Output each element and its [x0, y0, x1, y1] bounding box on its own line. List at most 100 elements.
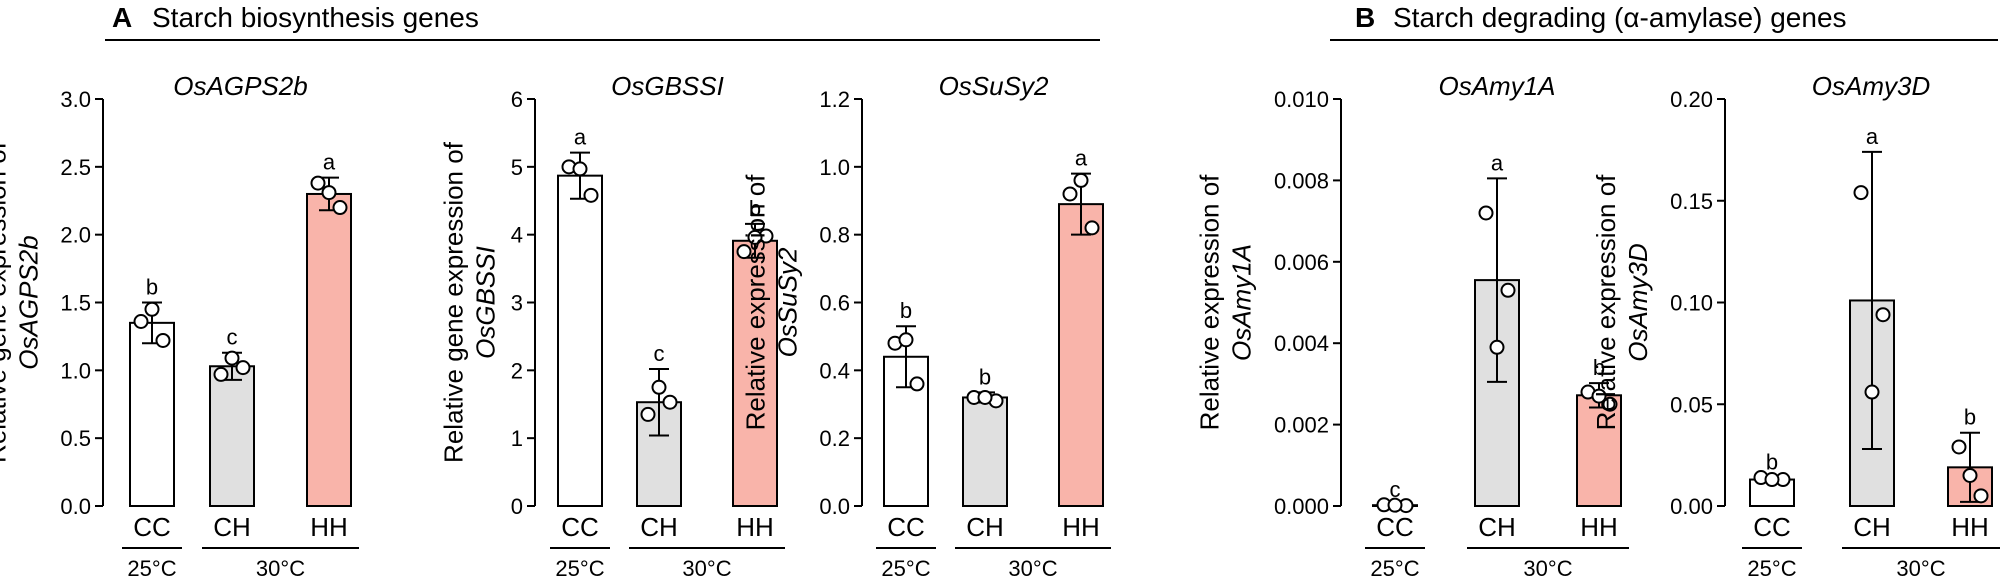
significance-letter: a	[574, 125, 587, 150]
chart-osamy1a: OsAmy1A 0.000 0.002 0.004 0.006 0.008 0.010 Rel…	[1195, 71, 1629, 581]
significance-letter: b	[979, 364, 991, 389]
y-tick-label: 3	[511, 291, 523, 316]
category-label-hh: HH	[310, 512, 348, 542]
y-tick-label: 0.8	[819, 223, 850, 248]
y-tick-label: 1.2	[819, 87, 850, 112]
data-point	[1864, 384, 1880, 400]
y-tick-label: 0.15	[1670, 189, 1713, 214]
group-label-25: 25°C	[127, 556, 176, 581]
section-b-title: Starch degrading (α-amylase) genes	[1393, 2, 1847, 33]
y-tick-label: 0.2	[819, 426, 850, 451]
y-tick-label: 3.0	[60, 87, 91, 112]
y-tick-label: 1	[511, 426, 523, 451]
data-point	[1591, 388, 1607, 404]
section-b-letter: B	[1355, 2, 1375, 33]
bar-hh	[732, 239, 778, 507]
category-label-cc: CC	[1376, 512, 1414, 542]
y-axis-label: Relative gene expression of	[0, 141, 12, 463]
significance-letter: a	[1491, 150, 1504, 175]
y-tick-label: 0.004	[1274, 331, 1329, 356]
y-axis-label-gene: OsGBSSI	[471, 246, 501, 359]
data-point	[1853, 185, 1869, 201]
data-point	[898, 332, 914, 348]
significance-letter: a	[1075, 146, 1088, 171]
section-a-header: A Starch biosynthesis genes	[105, 2, 1100, 41]
significance-letter: b	[1766, 450, 1778, 475]
data-point	[640, 406, 656, 422]
data-point	[977, 389, 993, 405]
group-label-25: 25°C	[555, 556, 604, 581]
data-point	[1073, 172, 1089, 188]
group-label-30: 30°C	[1896, 556, 1945, 581]
data-point	[1962, 467, 1978, 483]
data-point	[651, 379, 667, 395]
category-label-hh: HH	[1951, 512, 1989, 542]
y-axis-label: Relative expression of	[1591, 174, 1621, 431]
y-axis-label-gene: OsAGPS2b	[14, 235, 44, 369]
data-point	[662, 394, 678, 410]
data-point	[1489, 339, 1505, 355]
y-axis-label-gene: OsAmy1A	[1227, 244, 1257, 361]
y-axis-label-gene: OsSuSy2	[773, 247, 803, 357]
category-label-hh: HH	[1580, 512, 1618, 542]
y-tick-label: 0.000	[1274, 494, 1329, 519]
significance-letter: a	[1866, 124, 1879, 149]
data-point	[1602, 396, 1618, 412]
category-label-hh: HH	[1062, 512, 1100, 542]
group-label-30: 30°C	[1008, 556, 1057, 581]
y-tick-label: 1.0	[819, 155, 850, 180]
data-point	[583, 187, 599, 203]
bar-cc	[129, 321, 175, 507]
y-tick-label: 0.20	[1670, 87, 1713, 112]
chart-title: OsAmy3D	[1812, 71, 1930, 101]
chart-title: OsGBSSI	[611, 71, 724, 101]
data-point	[1062, 186, 1078, 202]
y-tick-label: 0.0	[819, 494, 850, 519]
group-label-30: 30°C	[256, 556, 305, 581]
data-point	[909, 376, 925, 392]
chart-panels: OsAGPS2b 0.0 0.5 1.0 1.5 2.0 2.5 3.0 Relative ge…	[0, 71, 2000, 581]
group-label-25: 25°C	[881, 556, 930, 581]
category-label-cc: CC	[561, 512, 599, 542]
significance-letter: c	[1390, 477, 1401, 502]
data-point	[1084, 220, 1100, 236]
data-point	[1875, 307, 1891, 323]
data-point	[1973, 488, 1989, 504]
data-point	[572, 161, 588, 177]
y-tick-label: 1.5	[60, 291, 91, 316]
section-b-header: B Starch degrading (α-amylase) genes	[1330, 2, 1998, 41]
significance-letter: c	[654, 341, 665, 366]
y-tick-label: 0.002	[1274, 413, 1329, 438]
group-label-25: 25°C	[1747, 556, 1796, 581]
significance-letter: b	[900, 298, 912, 323]
y-tick-label: 0.008	[1274, 168, 1329, 193]
data-point	[1764, 472, 1780, 488]
significance-letter: a	[323, 150, 336, 175]
bar-hh	[306, 192, 352, 507]
y-axis-label: Relative expression of	[741, 174, 771, 431]
category-label-cc: CC	[887, 512, 925, 542]
bar-hh	[1058, 203, 1104, 507]
y-tick-label: 2.0	[60, 223, 91, 248]
y-tick-label: 2.5	[60, 155, 91, 180]
y-tick-label: 0.4	[819, 358, 850, 383]
y-axis-label-gene: OsAmy3D	[1623, 243, 1653, 361]
data-point	[155, 332, 171, 348]
y-tick-label: 5	[511, 155, 523, 180]
data-point	[1951, 439, 1967, 455]
data-point	[736, 244, 752, 260]
y-tick-label: 0.10	[1670, 291, 1713, 316]
chart-title: OsAmy1A	[1438, 71, 1555, 101]
data-point	[747, 229, 763, 245]
category-label-ch: CH	[1853, 512, 1891, 542]
y-tick-label: 6	[511, 87, 523, 112]
section-a-title: Starch biosynthesis genes	[152, 2, 479, 33]
significance-letter: b	[749, 196, 761, 221]
category-label-hh: HH	[736, 512, 774, 542]
category-label-ch: CH	[966, 512, 1004, 542]
category-label-ch: CH	[640, 512, 678, 542]
group-label-30: 30°C	[1523, 556, 1572, 581]
chart-ossusy2: OsSuSy2 0.0 0.2 0.4 0.6 0.8 1.0 1.2 Relative exp…	[741, 71, 1111, 581]
group-label-25: 25°C	[1370, 556, 1419, 581]
